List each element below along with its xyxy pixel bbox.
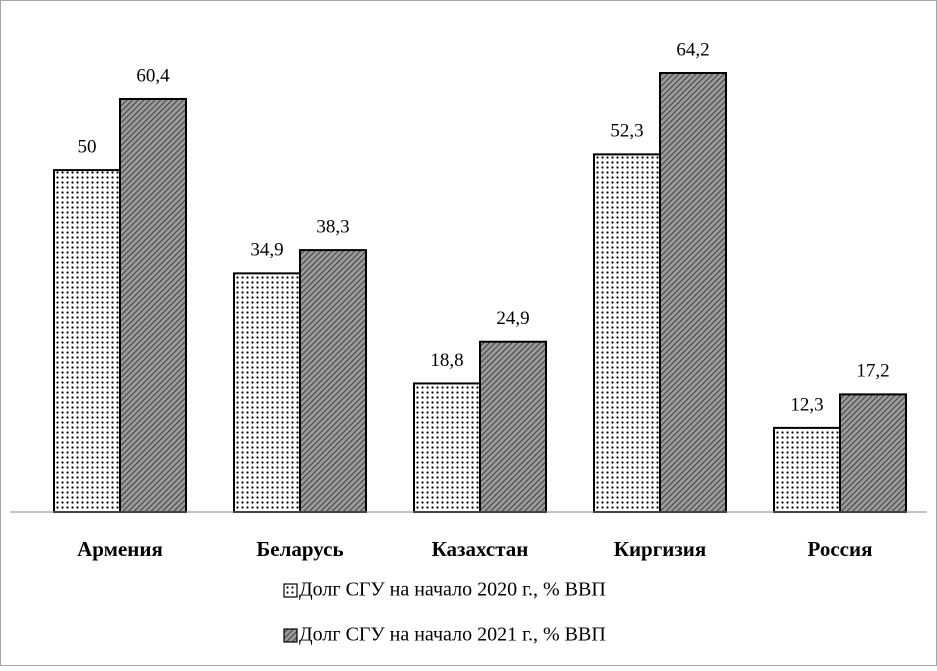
data-label: 50: [78, 136, 97, 157]
x-tick-label: Армения: [77, 537, 163, 561]
data-label: 34,9: [250, 240, 283, 261]
bar: [413, 382, 481, 514]
legend-label: Долг СГУ на начало 2020 г., % ВВП: [299, 579, 606, 601]
data-label: 24,9: [496, 308, 529, 329]
data-label: 38,3: [316, 216, 349, 237]
x-tick-label: Киргизия: [614, 537, 707, 561]
data-label: 64,2: [676, 39, 709, 60]
data-label: 18,8: [430, 350, 463, 371]
bar: [53, 169, 121, 513]
data-label: 52,3: [610, 121, 643, 142]
bar: [659, 72, 727, 513]
bar: [593, 153, 661, 513]
data-label: 17,2: [856, 361, 889, 382]
bar: [839, 393, 907, 513]
data-label: 12,3: [790, 394, 823, 415]
bar: [119, 97, 187, 513]
data-label: 60,4: [136, 65, 170, 86]
legend-swatch: [283, 628, 298, 643]
x-tick-label: Россия: [808, 537, 873, 561]
legend-label: Долг СГУ на начало 2021 г., % ВВП: [299, 624, 606, 646]
bar: [479, 340, 547, 513]
x-tick-label: Беларусь: [256, 537, 343, 561]
bar: [773, 426, 841, 513]
x-tick-label: Казахстан: [432, 537, 529, 561]
bar: [299, 249, 367, 513]
legend-swatch: [283, 583, 298, 598]
bar: [233, 272, 301, 513]
